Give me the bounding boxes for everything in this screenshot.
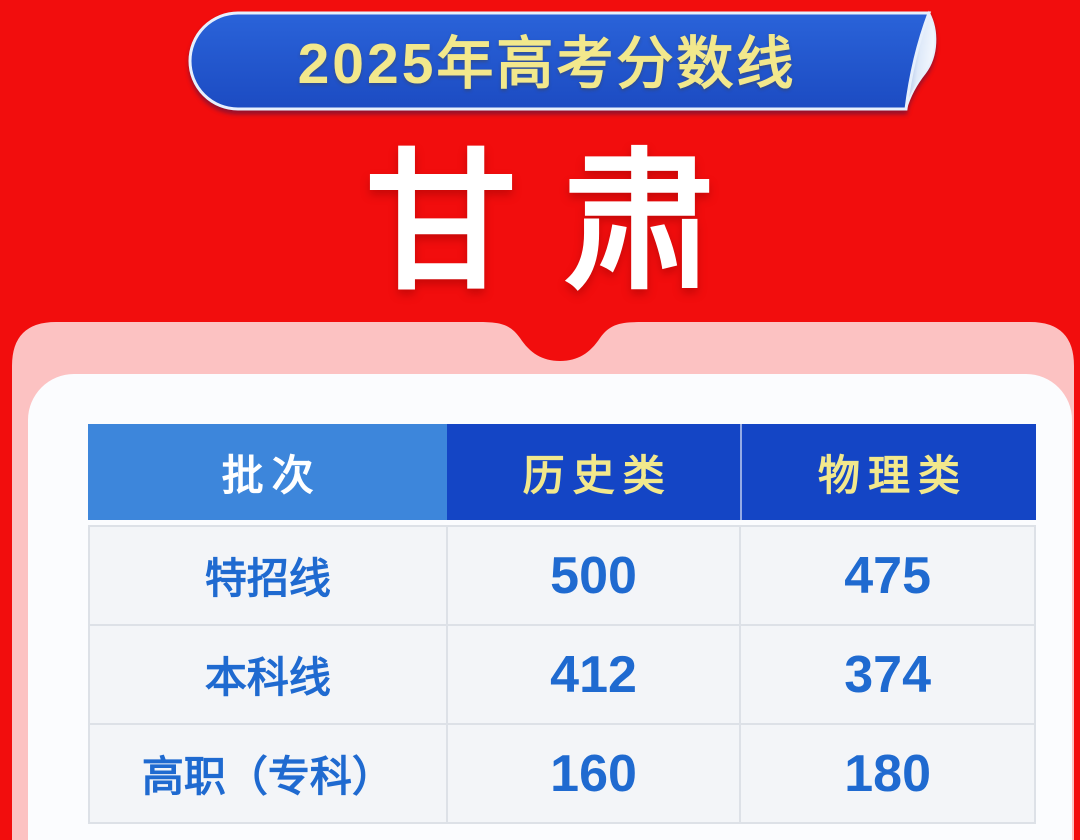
row-label: 特招线 bbox=[90, 527, 448, 626]
banner-body bbox=[188, 11, 932, 111]
table-row: 高职（专科） 160 180 bbox=[90, 725, 1034, 822]
banner-title: 2025年高考分数线 bbox=[297, 32, 797, 96]
history-score: 412 bbox=[447, 626, 742, 725]
physics-score: 475 bbox=[741, 527, 1034, 626]
header-cell-history: 历史类 bbox=[447, 424, 743, 520]
table-body: 特招线 500 475 本科线 412 374 高职（专科） 160 180 bbox=[88, 525, 1036, 824]
score-card: 批次 历史类 物理类 特招线 500 475 本科线 412 374 高职（专科… bbox=[28, 374, 1072, 840]
table-row: 本科线 412 374 bbox=[90, 626, 1034, 725]
row-label: 高职（专科） bbox=[90, 725, 448, 822]
header-cell-batch: 批次 bbox=[88, 424, 448, 520]
row-label: 本科线 bbox=[90, 626, 448, 725]
header-cell-physics: 物理类 bbox=[742, 424, 1036, 520]
province-title: 甘肃 bbox=[0, 128, 1080, 318]
history-score: 160 bbox=[447, 725, 742, 822]
province-name: 甘肃 bbox=[365, 138, 761, 308]
banner-ribbon bbox=[188, 10, 937, 111]
table-header-row: 批次 历史类 物理类 bbox=[88, 424, 1036, 520]
table-row: 特招线 500 475 bbox=[90, 527, 1034, 626]
physics-score: 374 bbox=[741, 626, 1034, 725]
history-score: 500 bbox=[447, 527, 742, 626]
score-table: 批次 历史类 物理类 特招线 500 475 本科线 412 374 高职（专科… bbox=[88, 424, 1036, 824]
physics-score: 180 bbox=[741, 725, 1034, 822]
